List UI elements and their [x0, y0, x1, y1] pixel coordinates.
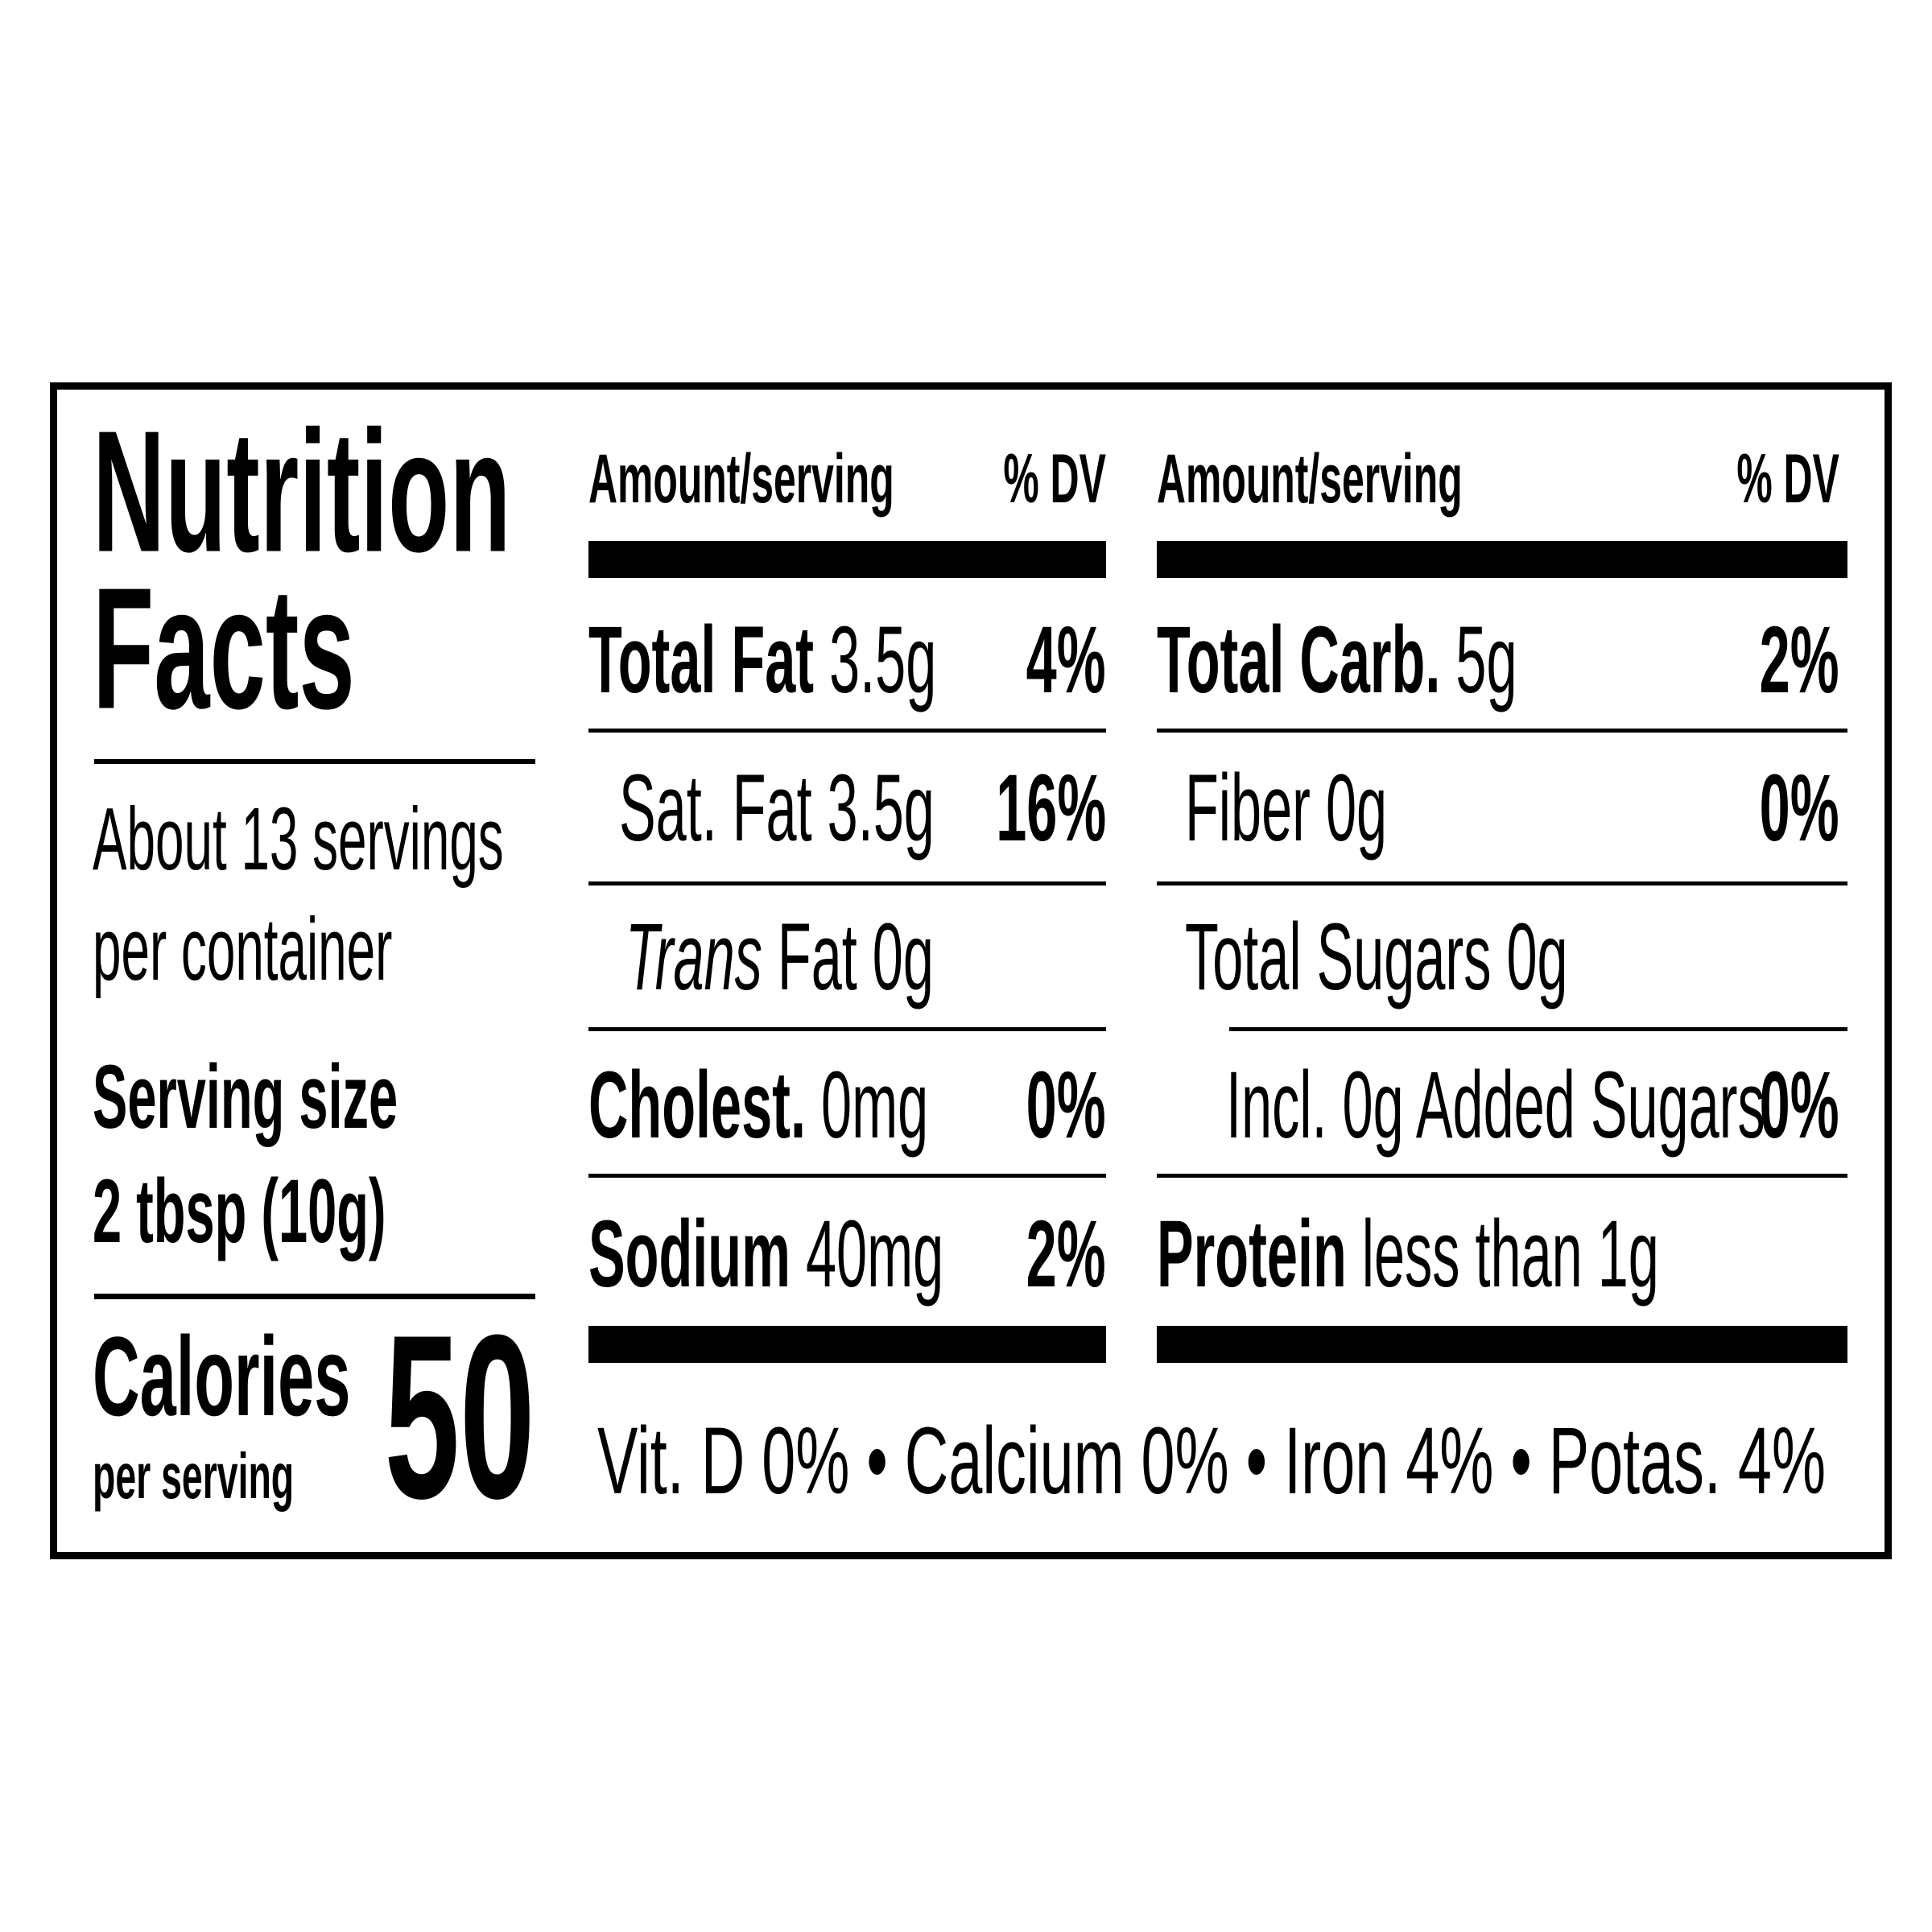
divider	[588, 881, 1106, 886]
row-added-sugars: Incl. 0g Added Sugars	[1226, 1052, 1765, 1158]
title-facts: Facts	[93, 551, 355, 745]
divider	[1157, 881, 1847, 886]
dv-fiber: 0%	[1760, 755, 1839, 861]
dv-total-carb: 2%	[1760, 607, 1839, 713]
dv-added-sugars: 0%	[1760, 1052, 1839, 1158]
servings-per-container: About 13 servings	[93, 790, 504, 889]
row-total-fat: Total Fat 3.5g	[588, 607, 937, 713]
calories-per-serving: per serving	[93, 1440, 295, 1512]
servings-per-container-2: per container	[93, 900, 393, 999]
title-nutrition: Nutrition	[93, 394, 511, 588]
header-amount: Amount/serving	[588, 440, 894, 518]
nutrition-facts-panel	[50, 382, 1892, 1559]
row-total-carb: Total Carb. 5g	[1157, 607, 1517, 713]
row-fiber: Fiber 0g	[1185, 755, 1388, 861]
serving-size-label: Serving size	[93, 1046, 398, 1147]
row-cholesterol: Cholest. 0mg	[588, 1052, 929, 1158]
dv-cholesterol: 0%	[1026, 1052, 1106, 1158]
divider	[1157, 1174, 1847, 1178]
divider	[94, 1294, 535, 1299]
thick-bar	[1157, 1326, 1847, 1363]
calories-value: 50	[384, 1286, 535, 1547]
header-dv: % DV	[1003, 440, 1106, 518]
divider	[1157, 729, 1847, 733]
calories-label: Calories	[93, 1313, 351, 1439]
row-protein: Protein less than 1g	[1157, 1201, 1659, 1307]
divider	[1229, 1027, 1847, 1031]
row-sodium: Sodium 40mg	[588, 1201, 944, 1307]
divider	[94, 759, 535, 764]
divider	[588, 729, 1106, 733]
thick-bar	[588, 1326, 1106, 1363]
divider	[588, 1027, 1106, 1031]
header-dv-right: % DV	[1736, 440, 1839, 518]
serving-size-value: 2 tbsp (10g)	[93, 1161, 386, 1261]
header-amount-right: Amount/serving	[1157, 440, 1463, 518]
dv-sodium: 2%	[1026, 1201, 1106, 1307]
dv-sat-fat: 16%	[996, 755, 1106, 861]
thick-bar	[588, 541, 1106, 578]
row-total-sugars: Total Sugars 0g	[1185, 904, 1568, 1010]
vitamins-minerals: Vit. D 0% • Calcium 0% • Iron 4% • Potas…	[597, 1408, 1826, 1514]
row-sat-fat: Sat. Fat 3.5g	[619, 755, 935, 861]
row-trans-fat: Trans Fat 0g	[625, 904, 934, 1010]
dv-total-fat: 4%	[1026, 607, 1106, 713]
thick-bar	[1157, 541, 1847, 578]
divider	[588, 1174, 1106, 1178]
